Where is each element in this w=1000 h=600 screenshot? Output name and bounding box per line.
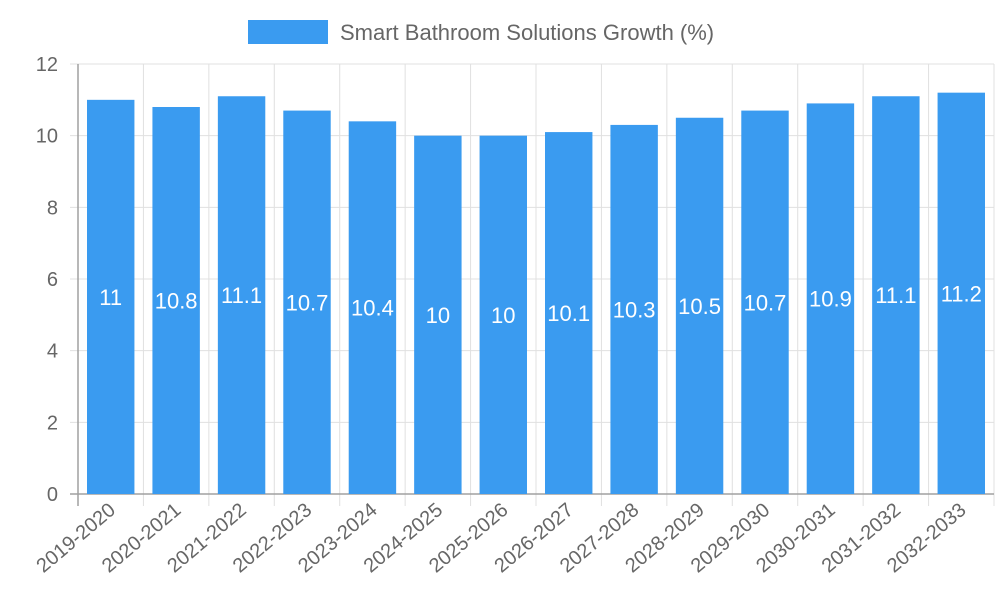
bar-data-label: 10.5: [678, 294, 721, 319]
bar[interactable]: [348, 121, 397, 494]
bar[interactable]: [152, 107, 200, 494]
bars: [87, 92, 985, 495]
bar[interactable]: [610, 124, 658, 495]
bar-data-label: 10.7: [744, 290, 787, 315]
bar[interactable]: [414, 135, 462, 494]
bar-data-label: 10.1: [547, 301, 590, 326]
y-tick-label: 2: [47, 412, 58, 434]
bar-data-label: 10.7: [286, 290, 329, 315]
y-axis-tick-labels: 0 2 4 6 8 10 12: [36, 54, 58, 506]
y-tick-label: 12: [36, 54, 58, 76]
grid: [70, 63, 995, 506]
bar-data-label: 11.1: [875, 283, 916, 308]
bar-data-label: 10.4: [351, 296, 394, 321]
bar[interactable]: [283, 110, 331, 494]
data-labels: 11 10.8 11.1 10.7 10.4 10 10 10.1 10.3 10.5 10.7 10…: [99, 281, 982, 328]
bar[interactable]: [479, 135, 527, 494]
bar[interactable]: [545, 132, 593, 495]
bar[interactable]: [675, 117, 724, 494]
y-tick-label: 10: [36, 126, 58, 148]
x-axis-tick-labels: 2019-20202020-20212021-20222022-20232023…: [33, 499, 971, 577]
bar-data-label: 11.2: [941, 281, 982, 306]
bar-data-label: 11: [99, 285, 122, 310]
bar-data-label: 10: [491, 303, 515, 328]
bar-data-label: 10.9: [809, 287, 852, 312]
bar[interactable]: [741, 110, 789, 494]
legend[interactable]: Smart Bathroom Solutions Growth (%): [248, 20, 714, 45]
bar-data-label: 10.8: [155, 289, 198, 314]
y-tick-label: 4: [47, 341, 58, 363]
y-tick-label: 0: [47, 484, 58, 506]
bar-data-label: 10.3: [613, 297, 656, 322]
bar[interactable]: [217, 96, 266, 494]
bar-data-label: 11.1: [221, 283, 262, 308]
y-tick-label: 8: [47, 197, 58, 219]
bar[interactable]: [872, 96, 920, 494]
bar-data-label: 10: [426, 303, 450, 328]
bar[interactable]: [806, 103, 855, 495]
bar[interactable]: [87, 99, 135, 494]
y-tick-label: 6: [47, 269, 58, 291]
legend-label: Smart Bathroom Solutions Growth (%): [340, 20, 714, 45]
legend-swatch: [248, 20, 328, 44]
bar[interactable]: [937, 92, 985, 495]
